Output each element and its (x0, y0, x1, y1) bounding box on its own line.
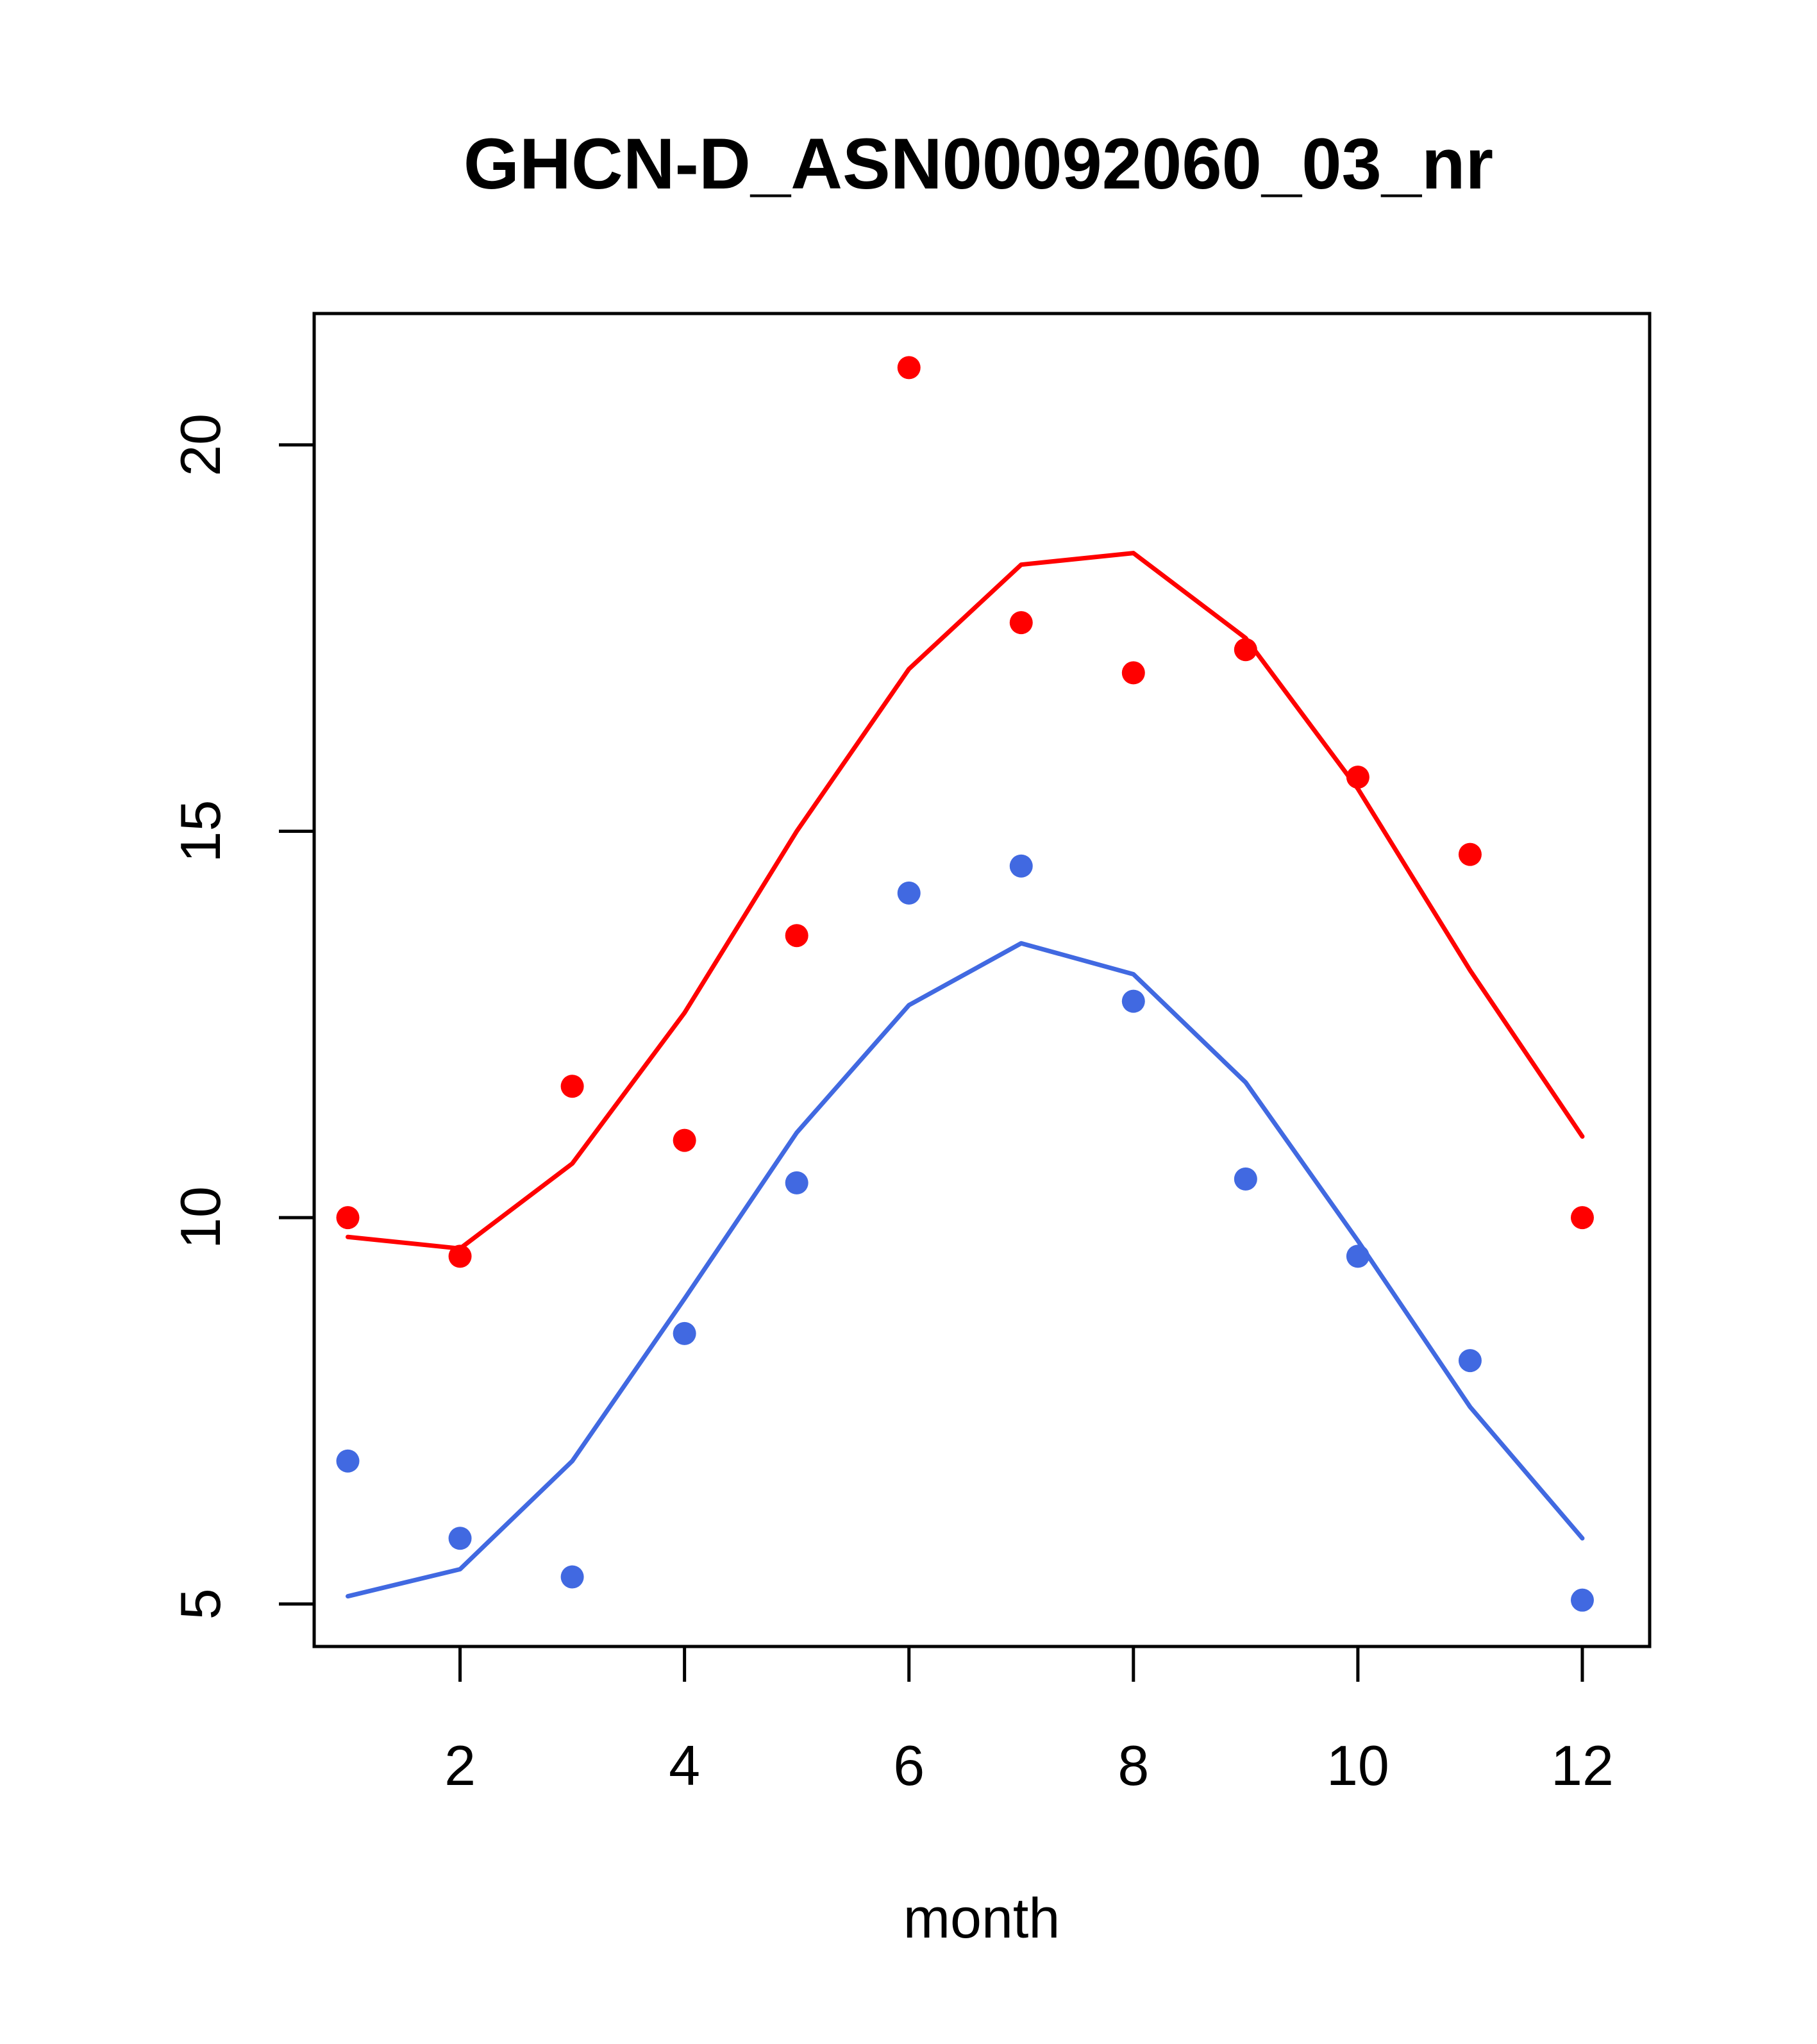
chart-title: GHCN-D_ASN00092060_03_nr (464, 124, 1493, 204)
data-point (1458, 1349, 1482, 1373)
data-point (1009, 854, 1033, 878)
data-point (560, 1565, 584, 1589)
y-tick-label: 5 (169, 1588, 232, 1620)
data-point (1458, 842, 1482, 866)
plot-area-frame (312, 312, 1652, 1648)
series-1 (336, 356, 1594, 1268)
y-tick-label: 10 (169, 1186, 232, 1249)
data-point (336, 1449, 360, 1473)
y-axis: 5 10 15 20 (169, 414, 316, 1620)
data-point (448, 1527, 472, 1550)
data-point (1234, 1167, 1257, 1191)
data-point (560, 1075, 584, 1098)
data-point (1121, 989, 1145, 1013)
data-point (1346, 766, 1369, 789)
series-layer (336, 356, 1594, 1612)
x-tick-label: 6 (893, 1734, 925, 1797)
x-tick-label: 2 (444, 1734, 476, 1797)
series-line (346, 941, 1585, 1599)
series-line (346, 551, 1585, 1251)
y-tick-label: 15 (169, 800, 232, 863)
y-tick-label: 20 (169, 414, 232, 476)
data-point (897, 356, 921, 380)
x-tick-label: 12 (1551, 1734, 1614, 1797)
data-point (1234, 638, 1257, 662)
data-point (1570, 1588, 1594, 1612)
data-point (785, 924, 808, 948)
data-point (785, 1171, 808, 1194)
x-tick-label: 8 (1118, 1734, 1149, 1797)
data-point (1009, 611, 1033, 635)
x-axis-label: month (903, 1886, 1060, 1950)
series-2 (336, 854, 1594, 1612)
data-point (673, 1321, 696, 1345)
data-point (336, 1206, 360, 1230)
x-axis: 2 4 6 8 10 12 (444, 1645, 1614, 1797)
data-point (897, 881, 921, 905)
data-point (448, 1244, 472, 1268)
data-point (673, 1128, 696, 1152)
x-tick-label: 4 (669, 1734, 700, 1797)
data-point (1570, 1206, 1594, 1230)
data-point (1121, 661, 1145, 685)
x-tick-label: 10 (1327, 1734, 1389, 1797)
data-point (1346, 1244, 1369, 1268)
